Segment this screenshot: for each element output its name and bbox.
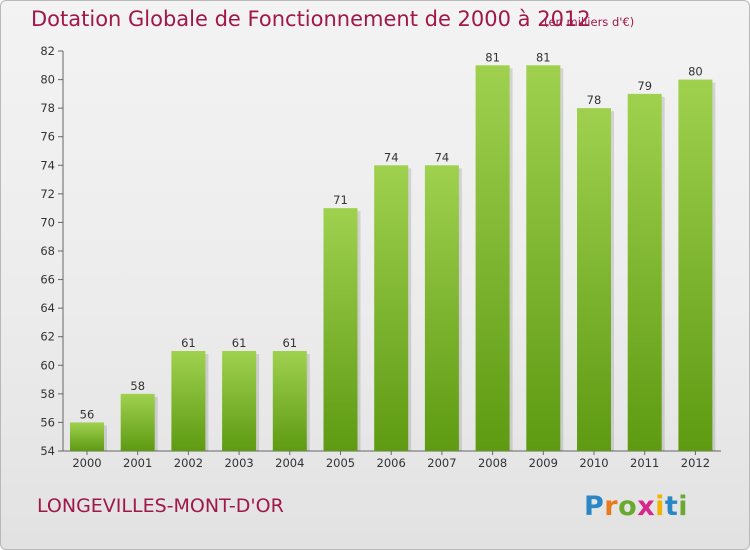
location-name: LONGEVILLES-MONT-D'OR [37,495,284,517]
y-tick-label: 72 [40,187,55,201]
bar [627,93,662,451]
data-label: 56 [80,407,95,421]
x-tick-label: 2012 [681,456,710,470]
x-tick-label: 2004 [275,456,304,470]
bar [222,351,257,451]
bar [475,65,510,452]
bar [70,422,104,451]
data-label: 61 [181,336,196,350]
data-label: 74 [435,150,450,164]
x-tick-label: 2001 [123,456,152,470]
chart-title: Dotation Globale de Fonctionnement de 20… [31,7,591,31]
logo-letter: P [584,491,605,522]
x-tick-label: 2010 [579,456,608,470]
y-tick-label: 78 [40,101,55,115]
x-tick-label: 2005 [326,456,355,470]
bar [526,65,561,452]
y-tick-label: 54 [40,444,55,458]
bars [70,65,716,452]
data-label: 71 [333,193,348,207]
x-tick-label: 2011 [630,456,659,470]
logo-letter: x [637,491,656,522]
bar [323,208,358,451]
x-axis: 2000 2001 2002 2003 2004 2005 2006 2007 2008 2009… [63,450,721,470]
logo-letter: i [655,491,665,522]
x-tick-label: 2002 [174,456,203,470]
logo-letter: i [678,491,689,522]
bar [272,351,307,451]
data-label: 58 [130,379,145,393]
x-tick-label: 2000 [72,456,101,470]
bar [374,165,409,452]
y-tick-label: 58 [40,387,55,401]
data-label: 74 [384,150,399,164]
proxiti-logo[interactable]: Proxiti [584,491,688,522]
y-axis: 54 56 58 60 62 64 66 68 70 72 74 76 78 80 82 [40,44,64,458]
y-tick-label: 80 [40,73,55,87]
y-tick-label: 66 [40,273,55,287]
bar [171,351,206,451]
y-tick-label: 70 [40,215,55,229]
data-label: 80 [688,65,703,79]
x-tick-label: 2003 [224,456,253,470]
y-tick-label: 62 [40,330,55,344]
y-tick-label: 82 [40,44,55,58]
x-tick-label: 2007 [427,456,456,470]
bar [120,393,155,451]
y-tick-label: 74 [40,158,55,172]
logo-letter: o [618,491,638,522]
logo-letter: t [664,491,679,522]
logo-letter: r [604,491,619,522]
bar [678,79,713,452]
x-tick-label: 2008 [478,456,507,470]
data-label: 81 [536,50,551,64]
data-label: 81 [485,50,500,64]
y-tick-label: 64 [40,301,55,315]
data-label: 79 [637,79,652,93]
data-labels: 56 58 61 61 61 71 74 74 81 81 78 79 80 [80,50,703,421]
data-label: 78 [587,93,602,107]
data-label: 61 [282,336,297,350]
bar [577,108,611,452]
x-tick-label: 2006 [377,456,406,470]
bar [424,165,459,452]
chart-unit: (en milliers d'€) [544,15,635,29]
x-tick-label: 2009 [529,456,558,470]
y-tick-label: 76 [40,130,55,144]
y-tick-label: 60 [40,358,55,372]
data-label: 61 [232,336,247,350]
y-tick-label: 56 [40,415,55,429]
y-tick-label: 68 [40,244,55,258]
